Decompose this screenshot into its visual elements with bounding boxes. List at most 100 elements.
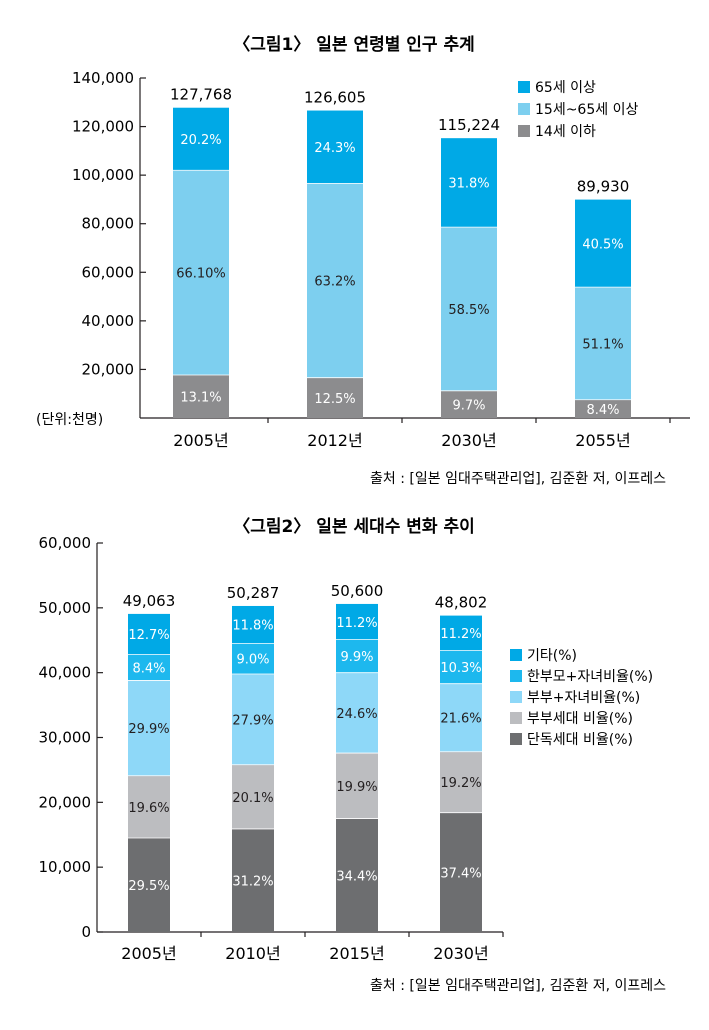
chart-2-bar-segment [336,603,378,640]
chart-2-source: 출처 : [일본 임대주택관리업], 김준환 저, 이프레스 [370,978,666,994]
chart-2-legend-swatch [510,649,522,661]
chart-2-legend-label: 부부+자녀비율(%) [527,690,640,706]
chart-2-bar-segment [128,837,170,932]
chart-2-segment-label: 11.2% [336,616,377,631]
chart-1-bar-segment [307,183,363,378]
chart-1-bar-segment [441,227,497,391]
chart-1-y-tick-label: 60,000 [82,263,135,281]
chart-1-legend-swatch [518,125,530,137]
chart-2-bar-segment [336,753,378,819]
chart-2-bar-segment [232,605,274,644]
chart-1-legend-label: 65세 이상 [535,80,596,96]
chart-2-bar-segment [336,818,378,932]
chart-2-bar-segment [128,654,170,681]
chart-2-y-tick-label: 0 [81,923,91,941]
chart-2-segment-label: 34.4% [336,869,377,884]
chart-1-bar-segment [173,107,229,171]
chart-2-bar-segment [336,672,378,754]
chart-1-legend-swatch [518,81,530,93]
chart-1-segment-label: 51.1% [582,337,623,352]
chart-2-bar-segment [232,673,274,765]
chart-1-bar-segment [441,390,497,418]
chart-2-bar-segment [440,683,482,752]
chart-2-title: 〈그림2〉 일본 세대수 변화 추이 [233,516,475,537]
chart-2-bar-segment [440,812,482,932]
chart-1-bar-segment [173,375,229,418]
chart-1-x-tick-label: 2055년 [575,431,630,450]
chart-2-y-tick-label: 40,000 [39,664,92,682]
chart-1-bar-segment [575,199,631,288]
chart-1-bar-segment [173,170,229,376]
chart-1-y-tick-label: 80,000 [82,215,135,233]
chart-2-bar-segment [128,613,170,655]
chart-2-segment-label: 9.0% [236,653,269,668]
chart-1-bar-segment [307,377,363,418]
chart-1-title: 〈그림1〉 일본 연령별 인구 추계 [233,34,475,55]
chart-2-bar-segment [440,650,482,684]
chart-2-x-tick-label: 2005년 [121,944,176,963]
chart-2-segment-label: 11.8% [232,619,273,634]
chart-1-segment-label: 31.8% [448,177,489,192]
chart-2-legend-label: 기타(%) [527,648,577,664]
chart-2-legend-swatch [510,733,522,745]
chart-1-total-label: 127,768 [170,86,232,104]
chart-2-segment-label: 11.2% [440,627,481,642]
chart-1-segment-label: 8.4% [586,403,619,418]
chart-2-segment-label: 27.9% [232,713,273,728]
chart-1-source: 출처 : [일본 임대주택관리업], 김준환 저, 이프레스 [370,471,666,487]
chart-1-x-tick-label: 2005년 [173,431,228,450]
chart-1-y-tick-label: 120,000 [72,118,134,136]
chart-1-total-label: 115,224 [438,116,500,134]
chart-2-bar-segment [232,643,274,674]
chart-1-segment-label: 40.5% [582,237,623,252]
chart-2-y-tick-label: 30,000 [39,729,92,747]
chart-1-x-tick-label: 2012년 [307,431,362,450]
chart-2-bar-segment [336,639,378,673]
chart-2-legend-label: 단독세대 비율(%) [527,732,633,748]
chart-2-bar-segment [440,615,482,651]
chart-2-x-tick-label: 2010년 [225,944,280,963]
chart-2-segment-label: 24.6% [336,707,377,722]
chart-1-segment-label: 20.2% [180,133,221,148]
chart-1-bar-segment [575,287,631,400]
chart-1-y-tick-label: 140,000 [72,69,134,87]
chart-1-y-tick-label: 100,000 [72,166,134,184]
chart-1-segment-label: 63.2% [314,275,355,290]
chart-1-segment-label: 12.5% [314,392,355,407]
chart-2-total-label: 49,063 [123,592,176,610]
chart-1-legend-label: 14세 이하 [535,124,596,140]
chart-2-y-tick-label: 50,000 [39,599,92,617]
chart-2-segment-label: 21.6% [440,712,481,727]
chart-1-segment-label: 9.7% [452,398,485,413]
chart-1-bar-segment [441,138,497,228]
chart-1-y-tick-label: 40,000 [82,312,135,330]
chart-1-segment-label: 58.5% [448,303,489,318]
chart-2-segment-label: 9.9% [340,650,373,665]
chart-1-segment-label: 13.1% [180,391,221,406]
chart-1-segment-label: 66.10% [176,267,226,282]
chart-2-x-tick-label: 2015년 [329,944,384,963]
chart-1-bar-segment [307,110,363,184]
chart-2-legend-label: 한부모+자녀비율(%) [527,669,653,685]
chart-1-legend-swatch [518,103,530,115]
chart-2-households: 〈그림2〉 일본 세대수 변화 추이 출처 : [일본 임대주택관리업], 김준… [39,516,667,994]
chart-1-population: 〈그림1〉 일본 연령별 인구 추계 (단위:천명) 출처 : [일본 임대주택… [36,34,690,487]
chart-2-total-label: 48,802 [435,594,488,612]
chart-2-segment-label: 19.6% [128,801,169,816]
chart-2-legend-label: 부부세대 비율(%) [527,711,633,727]
chart-2-segment-label: 19.9% [336,780,377,795]
chart-2-segment-label: 37.4% [440,866,481,881]
chart-2-bar-segment [128,775,170,838]
chart-2-y-tick-label: 10,000 [39,858,92,876]
chart-2-total-label: 50,600 [331,582,384,600]
chart-2-x-tick-label: 2030년 [433,944,488,963]
chart-2-bar-segment [232,764,274,829]
chart-1-total-label: 126,605 [304,89,366,107]
chart-1-y-tick-label: 20,000 [82,360,135,378]
chart-2-segment-label: 31.2% [232,874,273,889]
chart-2-segment-label: 19.2% [440,776,481,791]
chart-1-unit-label: (단위:천명) [36,412,103,428]
chart-2-segment-label: 8.4% [132,661,165,676]
chart-2-segment-label: 12.7% [128,628,169,643]
